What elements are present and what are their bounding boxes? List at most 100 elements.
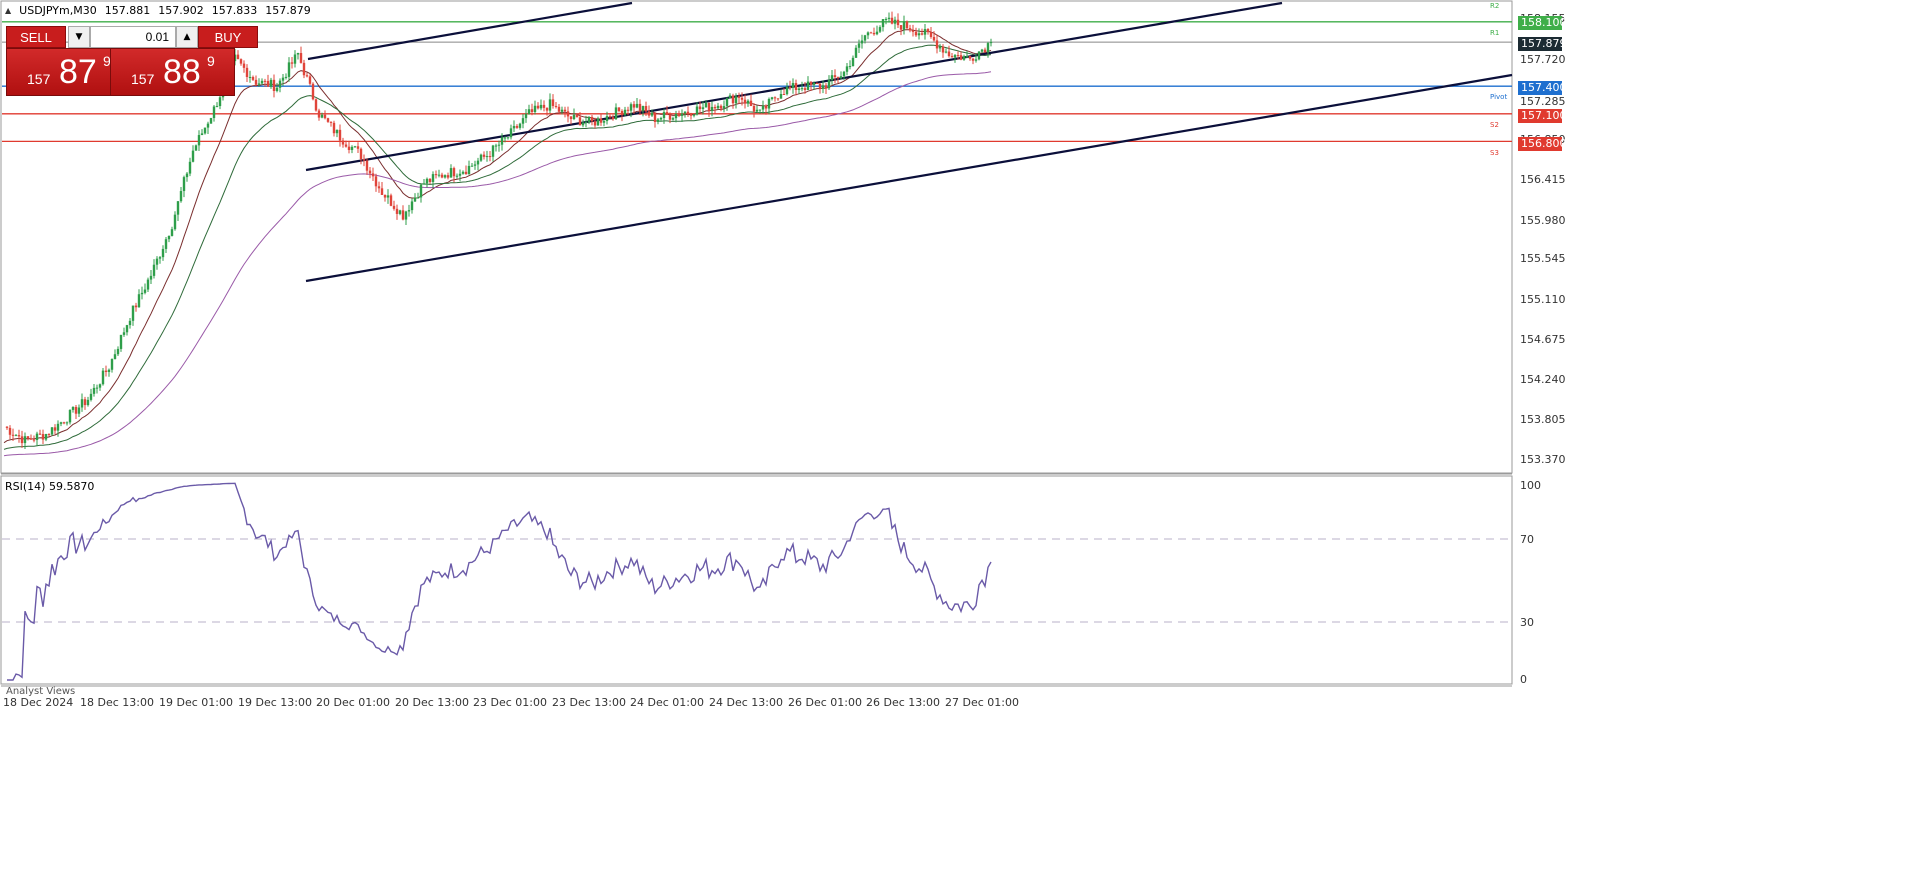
rsi-line [7,482,992,681]
candle-body [872,32,876,35]
candle-body [251,76,255,80]
y-tick: 155.980 [1520,214,1566,227]
volume-down-icon[interactable]: ▼ [68,26,90,48]
candle-body [902,21,906,30]
x-tick: 24 Dec 13:00 [709,696,783,709]
candle-body [422,183,426,185]
candle-body [734,96,738,104]
candle-body [311,83,315,100]
candle-body [749,100,753,107]
collapse-triangle-icon[interactable]: ▲ [5,6,12,15]
candle-body [464,171,468,175]
candle-body [323,114,327,119]
candle-body [128,320,132,326]
candle-body [362,159,366,161]
candle-body [293,54,297,64]
volume-input[interactable]: 0.01 [90,26,176,48]
pivot-price-tag: 157.400 [1518,81,1567,95]
rsi-title: RSI(14) 59.5870 [5,480,95,493]
candle-body [455,175,459,177]
candle-body [365,160,369,171]
buy-price-big: 88 [163,53,201,91]
buy-button[interactable]: BUY [198,26,258,48]
candle-body [218,97,222,107]
candle-body [692,114,696,116]
candle-body [287,62,291,77]
candle-body [326,118,330,122]
candle-body [704,102,708,108]
x-tick: 26 Dec 01:00 [788,696,862,709]
candle-body [269,79,273,87]
candle-body [839,76,843,79]
candle-body [941,46,945,53]
buy-price-sup: 9 [207,53,215,69]
candle-body [500,137,504,145]
candle-body [143,289,147,293]
candle-body [761,105,765,110]
one-click-trading-panel: SELL ▼ 0.01 ▲ BUY 157 87 9 157 88 9 [6,26,259,96]
candle-body [863,35,867,41]
candle-body [356,146,360,149]
candle-body [449,168,453,178]
candle-body [11,434,15,436]
analyst-views-tab[interactable]: Analyst Views [6,686,76,697]
candle-body [938,46,942,49]
candle-body [914,31,918,36]
candle-body [959,55,963,60]
candle-body [233,54,237,62]
pivot-levels [2,21,1512,143]
candle-body [962,56,966,60]
candle-body [731,95,735,104]
candlesticks [5,11,993,449]
candle-body [416,197,420,199]
candle-body [50,427,54,435]
candle-body [698,106,702,110]
candle-body [380,188,384,195]
candle-body [146,279,150,290]
candle-body [824,85,828,89]
candle-body [896,19,900,26]
candle-body [110,359,114,370]
candle-body [536,105,540,109]
candle-body [419,184,423,198]
buy-price-box[interactable]: 157 88 9 [110,48,235,96]
candle-body [587,116,591,123]
candle-body [305,75,309,77]
candle-body [515,125,519,128]
candle-body [359,148,363,160]
y-tick: 157.720 [1520,53,1566,66]
candle-body [140,292,144,295]
candle-body [905,21,909,29]
candle-body [68,409,72,423]
candle-body [239,59,243,64]
candle-body [86,399,90,406]
candle-body [827,79,831,89]
candle-body [854,47,858,58]
candle-body [815,82,819,84]
candle-body [44,433,48,440]
candle-body [119,334,123,349]
pivot-label-r1: R1 [1490,29,1500,37]
candle-body [716,105,720,109]
candle-body [968,56,972,59]
channel-bottom-line[interactable] [305,73,1513,283]
rsi-indicator [2,482,1511,681]
candle-body [926,29,930,33]
candle-body [533,105,537,112]
candle-body [554,105,558,107]
ohlc-open: 157.881 [104,4,151,17]
candle-body [680,113,684,116]
candle-body [191,150,195,162]
volume-up-icon[interactable]: ▲ [176,26,198,48]
candle-body [407,210,411,212]
candle-body [509,128,513,138]
ohlc-low: 157.833 [211,4,258,17]
candle-body [572,114,576,120]
sell-button[interactable]: SELL [6,26,66,48]
candle-body [473,164,477,166]
candle-body [488,156,492,158]
channel-top-line[interactable] [307,1,633,61]
candle-body [842,71,846,77]
candle-body [767,99,771,109]
